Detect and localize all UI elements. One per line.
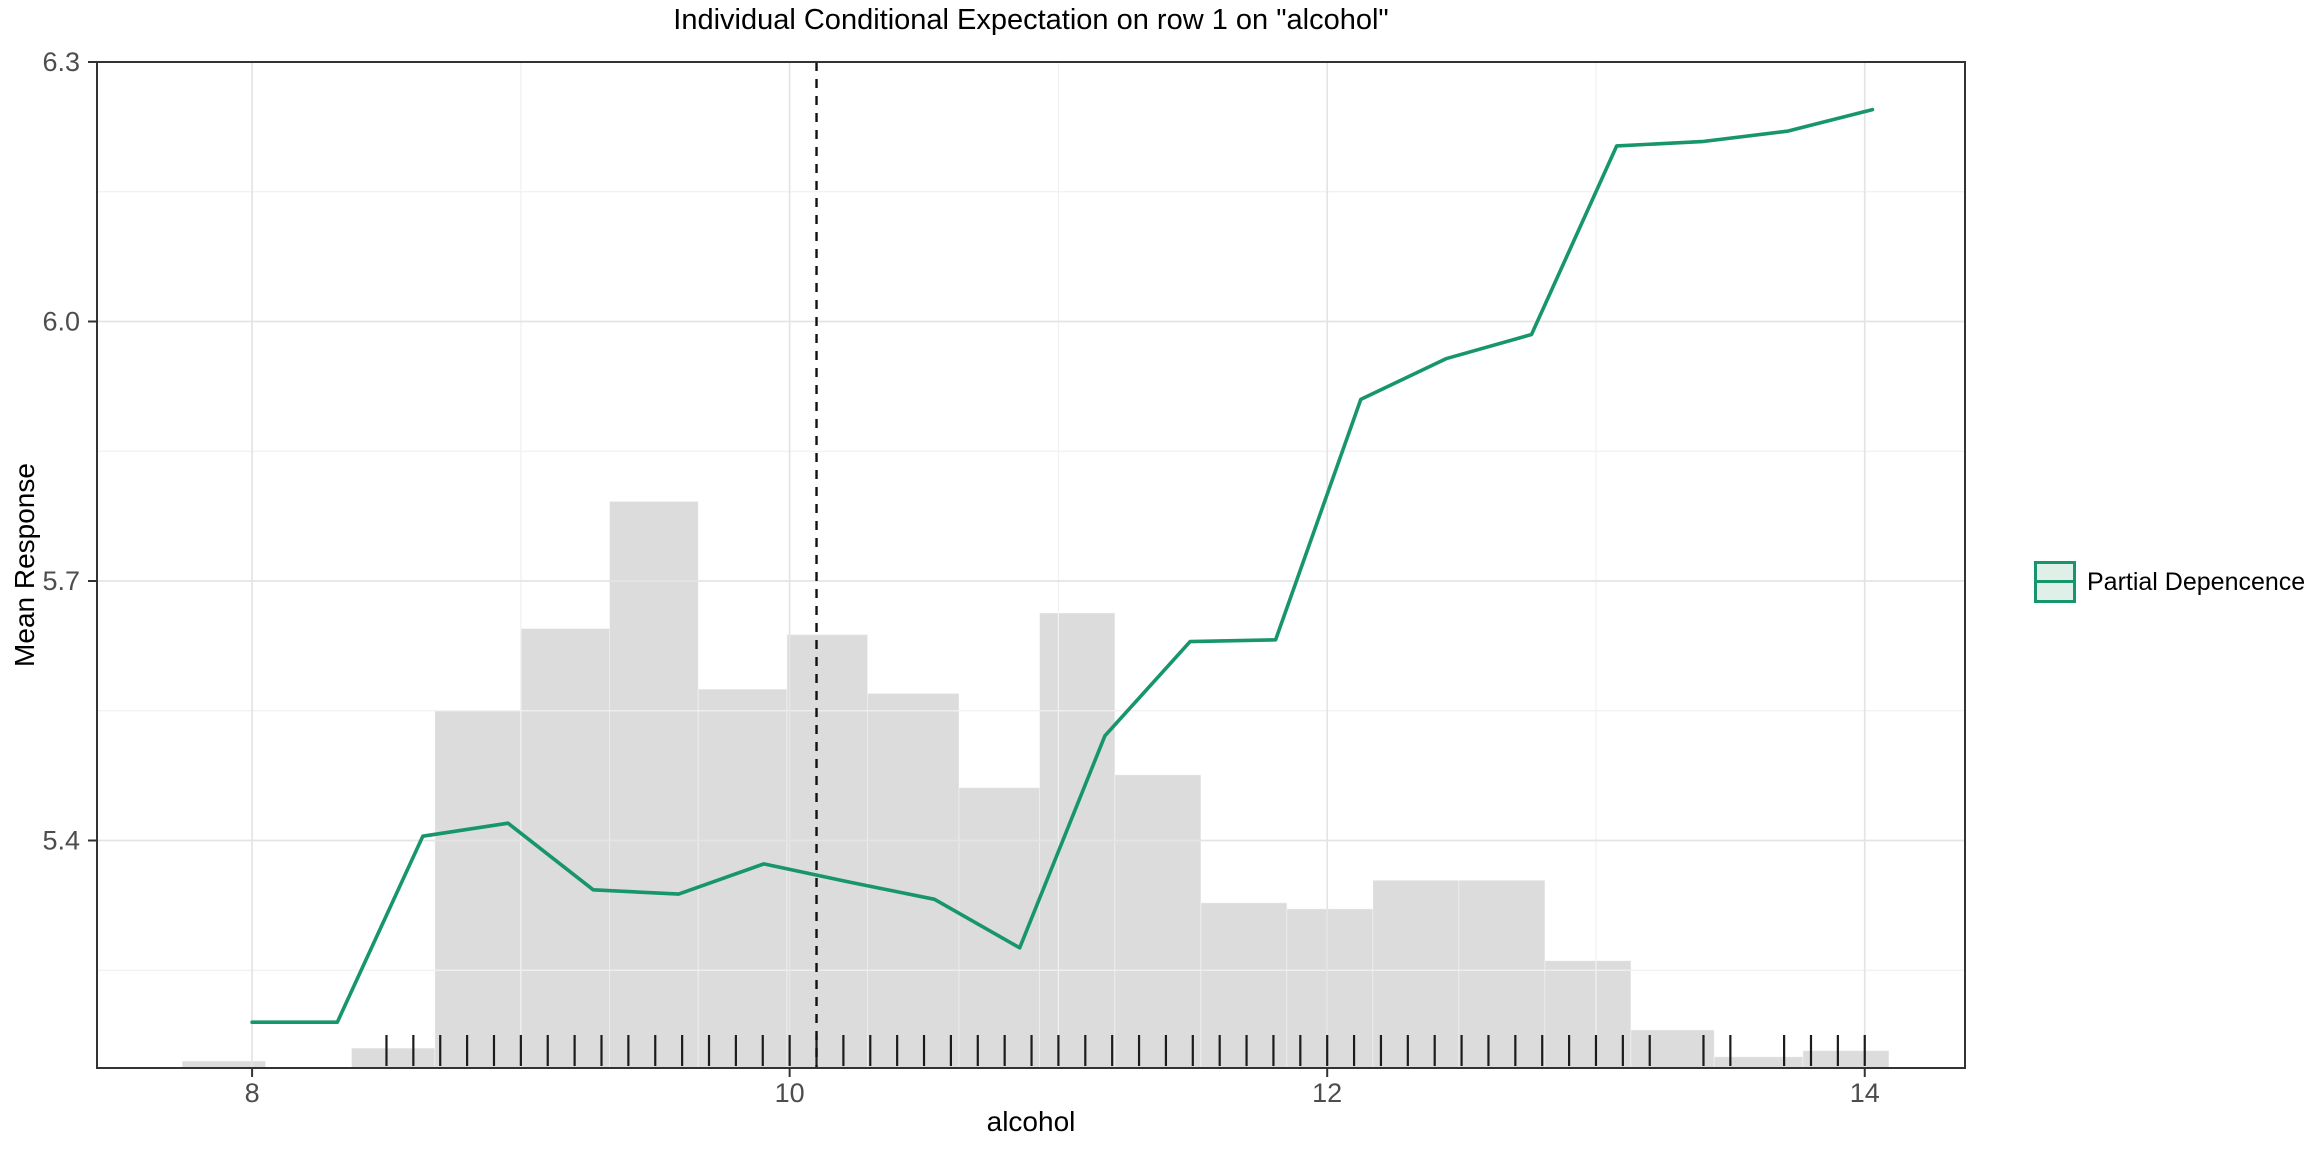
histogram-bar	[1458, 879, 1546, 1069]
histogram-bar	[520, 628, 611, 1069]
y-tick-label: 5.4	[42, 826, 80, 856]
histogram-bar	[1713, 1056, 1804, 1069]
y-tick-label: 5.7	[42, 566, 80, 596]
legend: Partial Depencence	[2034, 561, 2304, 603]
legend-label: Partial Depencence	[2087, 567, 2304, 596]
chart-title: Individual Conditional Expectation on ro…	[673, 4, 1389, 36]
histogram-bar	[786, 634, 869, 1069]
histogram-bar	[1114, 774, 1202, 1069]
y-tick-label: 6.3	[42, 47, 80, 77]
legend-key-swatch	[2034, 561, 2076, 603]
histogram-bar	[434, 710, 522, 1069]
histogram-bar	[181, 1060, 267, 1069]
histogram-bar	[1544, 960, 1632, 1069]
legend-key-line-icon	[2037, 580, 2073, 583]
histogram-bar	[1630, 1029, 1715, 1069]
panel-border	[96, 61, 1966, 1069]
y-axis-title: Mean Response	[9, 463, 40, 667]
x-tick-label: 14	[1850, 1078, 1880, 1108]
x-axis-title: alcohol	[986, 1106, 1076, 1137]
partial-dependence-line	[250, 107, 1875, 1024]
histogram-bar	[1802, 1050, 1890, 1069]
x-tick-label: 10	[775, 1078, 805, 1108]
x-tick-label: 12	[1312, 1078, 1342, 1108]
histogram-bar	[351, 1047, 436, 1069]
x-tick-label: 8	[245, 1078, 260, 1108]
histogram-bar	[609, 500, 699, 1069]
histogram-bar	[867, 692, 960, 1069]
y-tick-label: 6.0	[42, 307, 80, 337]
histogram-bar	[1372, 879, 1460, 1069]
histogram-bar	[697, 688, 788, 1069]
